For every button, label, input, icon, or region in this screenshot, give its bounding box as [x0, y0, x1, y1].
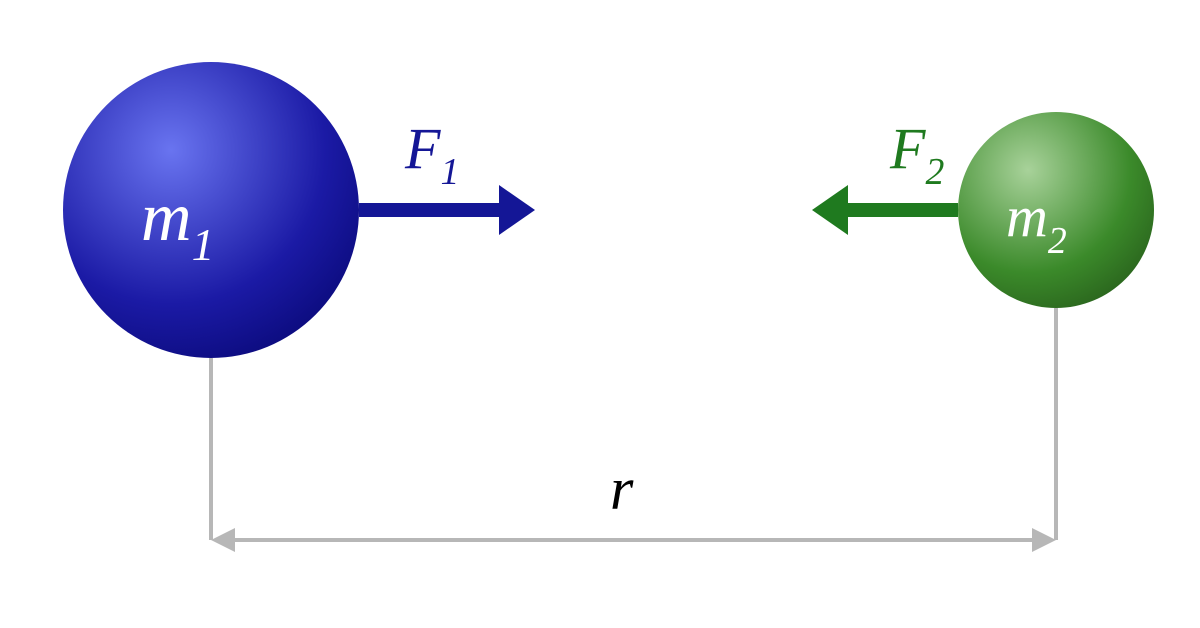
force-2-subscript: 2 [925, 151, 944, 193]
force-1-subscript: 1 [440, 151, 459, 193]
force-2-symbol: F [890, 116, 925, 181]
mass-2-subscript: 2 [1048, 220, 1067, 262]
diagram-stage: m1 F1 m2 F2 r [0, 0, 1200, 628]
mass-2-symbol: m [1006, 184, 1048, 249]
mass-2-label: m2 [1006, 183, 1067, 259]
force-1-symbol: F [405, 116, 440, 181]
distance-symbol: r [610, 456, 633, 522]
distance-indicator [185, 308, 1082, 554]
force-2-label: F2 [890, 115, 944, 191]
mass-1-symbol: m [141, 179, 192, 256]
mass-1-subscript: 1 [192, 219, 215, 270]
mass-1-label: m1 [141, 178, 214, 266]
distance-label: r [610, 455, 633, 524]
force-1-label: F1 [405, 115, 459, 191]
